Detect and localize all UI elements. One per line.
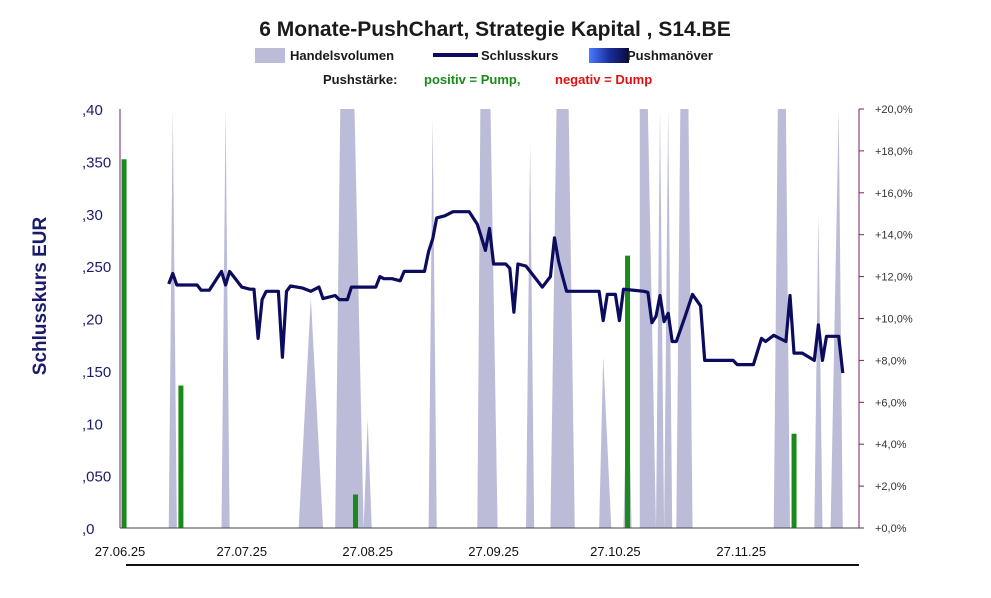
- volume-spike: [221, 109, 230, 528]
- volume-spike: [363, 419, 372, 528]
- push-strength-note: Pushstärke: positiv = Pump, negativ = Du…: [323, 72, 652, 87]
- legend-label-close: Schlusskurs: [481, 48, 558, 63]
- volume-spike: [526, 142, 535, 528]
- y-tick-right: +0,0%: [875, 523, 907, 535]
- y-axis-label: Schlusskurs EUR: [30, 217, 51, 376]
- push-bar: [625, 255, 631, 528]
- push-note-positive: positiv = Pump,: [424, 72, 520, 87]
- x-tick: 27.09.25: [468, 544, 519, 559]
- legend-swatch-push: [589, 48, 629, 63]
- push-bar: [121, 159, 127, 528]
- y-tick-right: +16,0%: [875, 188, 913, 200]
- x-tick: 27.06.25: [95, 544, 146, 559]
- volume-spike: [814, 213, 823, 528]
- chart-title: 6 Monate-PushChart, Strategie Kapital , …: [259, 18, 730, 41]
- y-tick-left: ,150: [82, 364, 111, 381]
- push-bar: [353, 494, 359, 528]
- volume-spike: [830, 109, 843, 528]
- push-note-negative: negativ = Dump: [555, 72, 652, 87]
- legend: Handelsvolumen Schlusskurs Pushmanöver: [255, 48, 713, 63]
- y-tick-left: ,30: [82, 207, 103, 224]
- push-bar-layer: [121, 159, 797, 528]
- x-tick: 27.10.25: [590, 544, 641, 559]
- x-tick: 27.08.25: [342, 544, 393, 559]
- volume-spike: [477, 109, 498, 528]
- y-tick-right: +14,0%: [875, 230, 913, 242]
- x-tick: 27.11.25: [716, 544, 766, 559]
- y-tick-right: +18,0%: [875, 146, 913, 158]
- y-tick-right: +20,0%: [875, 104, 913, 116]
- volume-spike: [428, 117, 437, 528]
- volume-spike: [639, 109, 656, 528]
- volume-spike: [655, 109, 665, 528]
- legend-swatch-volume: [255, 48, 285, 63]
- y-tick-left: ,050: [82, 469, 111, 486]
- y-tick-left: ,10: [82, 416, 103, 433]
- y-tick-right: +2,0%: [875, 481, 907, 493]
- volume-spike: [773, 109, 790, 528]
- push-note-prefix: Pushstärke:: [323, 72, 397, 87]
- axes: ,0 ,050 ,10 ,150 ,20 ,250 ,30 ,350 ,40 +0,0% +2,0%…: [82, 102, 913, 566]
- legend-label-volume: Handelsvolumen: [290, 48, 394, 63]
- push-bar: [791, 433, 797, 528]
- y-tick-right: +10,0%: [875, 314, 913, 326]
- volume-spike: [168, 109, 177, 528]
- close-price-line: [167, 210, 845, 374]
- x-tick: 27.07.25: [217, 544, 268, 559]
- y-tick-right: +4,0%: [875, 439, 907, 451]
- close-line-layer: [167, 210, 845, 374]
- y-tick-left: ,250: [82, 259, 111, 276]
- y-tick-right: +6,0%: [875, 397, 907, 409]
- y-tick-left: ,40: [82, 102, 103, 119]
- legend-label-push: Pushmanöver: [627, 48, 713, 63]
- y-tick-left: ,0: [82, 521, 95, 538]
- volume-spike: [298, 297, 324, 528]
- y-tick-left: ,350: [82, 154, 111, 171]
- y-tick-right: +12,0%: [875, 272, 913, 284]
- y-tick-right: +8,0%: [875, 355, 907, 367]
- volume-spike: [550, 109, 575, 528]
- y-tick-left: ,20: [82, 312, 103, 329]
- volume-spike: [335, 109, 364, 528]
- volume-spike: [599, 356, 612, 528]
- push-bar: [178, 385, 184, 528]
- volume-area-layer: [168, 109, 843, 528]
